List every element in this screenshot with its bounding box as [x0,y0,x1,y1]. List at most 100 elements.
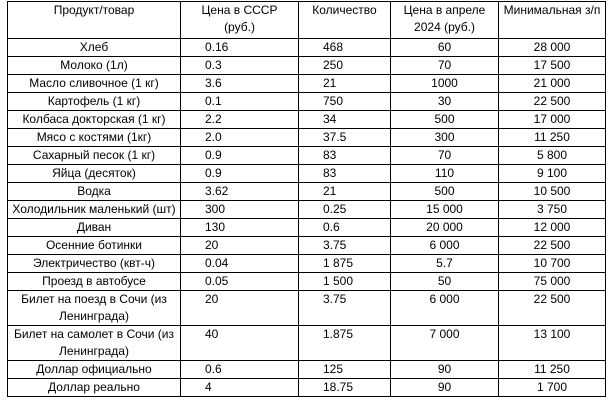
table-cell: 468 [298,38,391,57]
table-cell: Сахарный песок (1 кг) [7,146,181,165]
table-cell: 40 [180,325,299,361]
table-row: Картофель (1 кг) 0.1 750 30 22 500 [7,92,606,111]
table-cell: 10 700 [498,254,606,273]
table-cell: 750 [298,92,391,111]
header-row: Продукт/товар Цена в СССР (руб.) Количеств… [7,1,606,39]
price-table: Продукт/товар Цена в СССР (руб.) Количеств… [7,1,606,397]
table-cell: Мясо с костями (1кг) [7,128,181,147]
table-cell: 3 750 [498,200,606,219]
table-cell: 125 [298,360,391,379]
table-row: Колбаса докторская (1 кг) 2.2 34 500 17 000 [7,110,606,129]
table-cell: 0.9 [180,146,299,165]
table-cell: 60 [390,38,499,57]
table-row: Проезд в автобусе 0.05 1 500 50 75 000 [7,272,606,291]
table-cell: 3.75 [298,236,391,255]
table-cell: 20 [180,236,299,255]
table-cell: Электричество (квт-ч) [7,254,181,273]
table-cell: 22 500 [498,290,606,326]
table-cell: 17 000 [498,110,606,129]
table-row: Мясо с костями (1кг) 2.0 37.5 300 11 250 [7,128,606,147]
table-cell: Хлеб [7,38,181,57]
table-row: Осенние ботинки 20 3.75 6 000 22 500 [7,236,606,255]
table-cell: 1 875 [298,254,391,273]
table-cell: Масло сливочное (1 кг) [7,74,181,93]
table-row: Холодильник маленький (шт) 300 0.25 15 000 3… [7,200,606,219]
table-cell: 0.9 [180,164,299,183]
table-row: Водка 3.62 21 500 10 500 [7,182,606,201]
table-cell: Холодильник маленький (шт) [7,200,181,219]
table-cell: 15 000 [390,200,499,219]
table-cell: 22 500 [498,236,606,255]
table-cell: 6 000 [390,290,499,326]
table-cell: Билет на поезд в Сочи (из Ленинграда) [7,290,181,326]
table-cell: 1 700 [498,378,606,397]
table-cell: 28 000 [498,38,606,57]
table-row: Электричество (квт-ч) 0.04 1 875 5.7 10 700 [7,254,606,273]
header-cell: Цена в апреле 2024 (руб.) [390,1,499,39]
table-cell: 500 [390,110,499,129]
header-cell: Минимальная з/п [498,1,606,39]
table-cell: 0.6 [298,218,391,237]
table-cell: 4 [180,378,299,397]
table-header: Продукт/товар Цена в СССР (руб.) Количеств… [7,1,606,39]
table-cell: 0.6 [180,360,299,379]
table-row: Сахарный песок (1 кг) 0.9 83 70 5 800 [7,146,606,165]
table-cell: 5 800 [498,146,606,165]
table-cell: 9 100 [498,164,606,183]
table-cell: Доллар реально [7,378,181,397]
table-cell: Проезд в автобусе [7,272,181,291]
table-cell: 130 [180,218,299,237]
table-row: Доллар реально 4 18.75 90 1 700 [7,378,606,397]
table-cell: Осенние ботинки [7,236,181,255]
table-row: Яйца (десяток) 0.9 83 110 9 100 [7,164,606,183]
table-cell: Водка [7,182,181,201]
table-cell: Картофель (1 кг) [7,92,181,111]
table-row: Доллар официально 0.6 125 90 11 250 [7,360,606,379]
table-cell: 300 [180,200,299,219]
table-cell: 30 [390,92,499,111]
table-cell: 20 [180,290,299,326]
table-cell: 6 000 [390,236,499,255]
table-cell: 21 000 [498,74,606,93]
table-cell: 11 250 [498,360,606,379]
table-cell: Колбаса докторская (1 кг) [7,110,181,129]
table-cell: Молоко (1л) [7,56,181,75]
table-cell: 110 [390,164,499,183]
table-cell: 3.6 [180,74,299,93]
table-cell: 18.75 [298,378,391,397]
header-cell: Цена в СССР (руб.) [180,1,299,39]
table-cell: 90 [390,378,499,397]
header-cell: Количество [298,1,391,39]
table-cell: 90 [390,360,499,379]
table-cell: 2.0 [180,128,299,147]
table-cell: 7 000 [390,325,499,361]
table-cell: 2.2 [180,110,299,129]
table-cell: 17 500 [498,56,606,75]
table-cell: 250 [298,56,391,75]
table-cell: 0.04 [180,254,299,273]
table-row: Масло сливочное (1 кг) 3.6 21 1000 21 000 [7,74,606,93]
table-cell: 1.875 [298,325,391,361]
table-cell: 70 [390,56,499,75]
header-cell: Продукт/товар [7,1,181,39]
table-cell: 50 [390,272,499,291]
table-cell: 3.62 [180,182,299,201]
table-cell: 0.16 [180,38,299,57]
table-row: Молоко (1л) 0.3 250 70 17 500 [7,56,606,75]
table-cell: 34 [298,110,391,129]
table-row: Билет на самолет в Сочи (из Ленинграда) 4… [7,325,606,361]
table-row: Билет на поезд в Сочи (из Ленинграда) 20 3… [7,290,606,326]
table-row: Диван 130 0.6 20 000 12 000 [7,218,606,237]
table-cell: 37.5 [298,128,391,147]
table-cell: 83 [298,164,391,183]
table-cell: Диван [7,218,181,237]
table-cell: 0.3 [180,56,299,75]
table-cell: 0.1 [180,92,299,111]
table-cell: 70 [390,146,499,165]
table-row: Хлеб 0.16 468 60 28 000 [7,38,606,57]
table-cell: 0.05 [180,272,299,291]
table-cell: 1 500 [298,272,391,291]
table-cell: 12 000 [498,218,606,237]
table-cell: 300 [390,128,499,147]
